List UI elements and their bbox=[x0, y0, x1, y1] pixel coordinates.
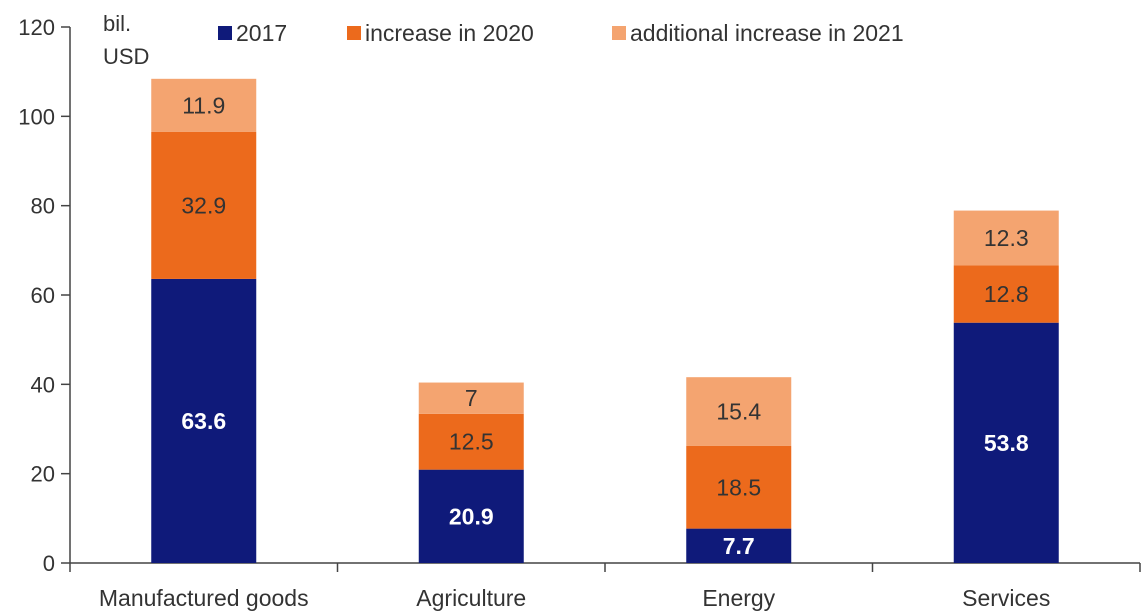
bar-segment bbox=[151, 131, 257, 279]
data-label: 12.3 bbox=[984, 225, 1029, 251]
data-label: 11.9 bbox=[182, 92, 225, 118]
y-unit-label-line-1: bil. bbox=[103, 11, 131, 36]
y-tick-label: 20 bbox=[31, 462, 55, 487]
bar-segment bbox=[418, 413, 524, 470]
x-category-label: Services bbox=[962, 585, 1050, 611]
x-axis: Manufactured goods Agriculture Energy Servi… bbox=[69, 562, 1141, 611]
data-label: 20.9 bbox=[449, 503, 494, 529]
data-label: 12.5 bbox=[449, 429, 494, 455]
legend-swatch bbox=[347, 26, 361, 40]
y-tick-label: 40 bbox=[31, 372, 55, 397]
y-tick-label: 0 bbox=[43, 551, 55, 576]
data-label: 7.7 bbox=[723, 533, 755, 559]
data-label: 12.8 bbox=[984, 281, 1029, 307]
bar-segment bbox=[151, 78, 257, 132]
bar-segment bbox=[686, 528, 792, 563]
bar-segment bbox=[953, 322, 1059, 563]
legend-swatch bbox=[218, 26, 232, 40]
data-label: 7 bbox=[465, 385, 478, 411]
bar-segment bbox=[418, 469, 524, 563]
legend-label: 2017 bbox=[236, 20, 287, 46]
legend: 2017 increase in 2020 additional increase … bbox=[218, 20, 904, 46]
legend-label: increase in 2020 bbox=[365, 20, 534, 46]
bar-segment bbox=[686, 377, 792, 446]
bar-segment bbox=[953, 265, 1059, 323]
data-label: 32.9 bbox=[181, 192, 226, 218]
bars: 63.6 32.9 11.9 20.9 12.5 7 7.7 18.5 15.4 53.8 12.8… bbox=[151, 78, 1059, 563]
legend-swatch bbox=[612, 26, 626, 40]
x-category-label: Energy bbox=[702, 585, 775, 611]
data-label: 18.5 bbox=[716, 474, 761, 500]
x-category-label: Manufactured goods bbox=[99, 585, 309, 611]
bar-segment bbox=[953, 210, 1059, 266]
bar-segment bbox=[151, 278, 257, 563]
legend-label: additional increase in 2021 bbox=[630, 20, 904, 46]
y-tick-label: 120 bbox=[18, 15, 55, 40]
data-label: 63.6 bbox=[181, 408, 226, 434]
y-axis: 0 20 40 60 80 100 120 bbox=[18, 15, 71, 576]
y-unit-label-line-2: USD bbox=[103, 44, 149, 69]
y-tick-label: 100 bbox=[18, 104, 55, 129]
bar-segment bbox=[418, 382, 524, 414]
data-label: 53.8 bbox=[984, 430, 1029, 456]
y-unit-label: bil. USD bbox=[103, 11, 149, 69]
y-tick-label: 80 bbox=[31, 194, 55, 219]
y-tick-label: 60 bbox=[31, 283, 55, 308]
x-category-label: Agriculture bbox=[416, 585, 526, 611]
data-label: 15.4 bbox=[716, 399, 761, 425]
bar-segment bbox=[686, 445, 792, 529]
